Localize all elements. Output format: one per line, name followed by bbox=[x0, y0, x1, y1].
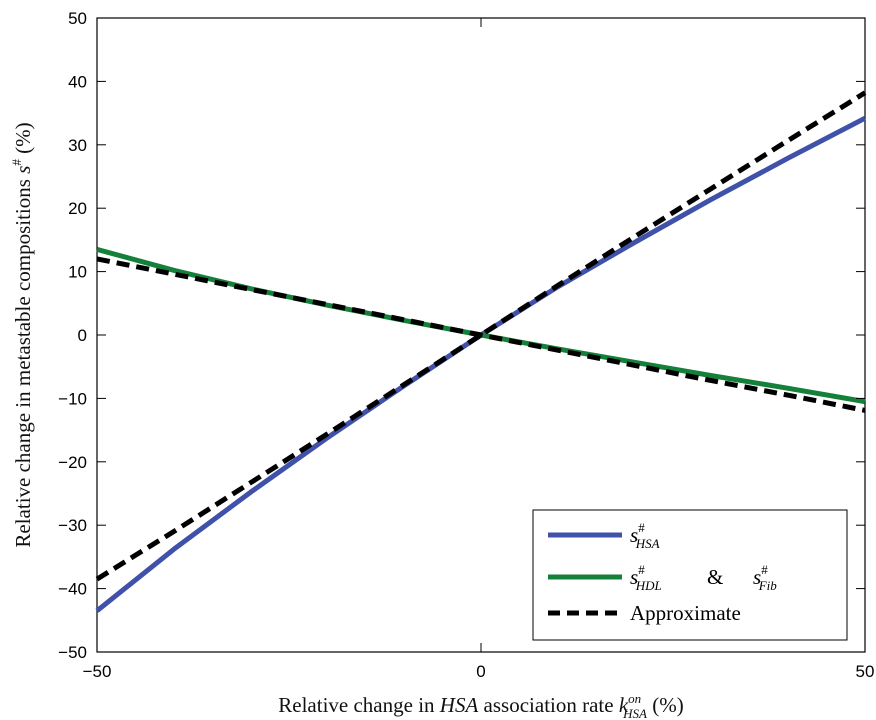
y-axis-title-superscript: # bbox=[9, 159, 24, 166]
legend-entry-hdl: s# HDL bbox=[630, 562, 662, 593]
y-axis-title-symbol: s bbox=[11, 166, 35, 174]
legend-fib-symbol: s bbox=[753, 565, 761, 589]
x-axis-title-superscript: on bbox=[628, 691, 641, 706]
y-tick-label: 50 bbox=[68, 9, 87, 28]
x-axis-title-symbol: k bbox=[619, 693, 629, 717]
legend-hsa-subscript: HSA bbox=[635, 536, 660, 551]
x-axis-title-prefix: Relative change in bbox=[278, 693, 440, 717]
y-tick-label: −30 bbox=[58, 516, 87, 535]
legend-hdl-symbol: s bbox=[630, 565, 638, 589]
x-axis-title-subscript: HSA bbox=[622, 706, 647, 720]
y-axis-title-prefix: Relative change in metastable compositio… bbox=[11, 174, 35, 548]
ticks-layer: −50 −40 −30 −20 −10 0 10 20 30 40 50 −50 0 50 bbox=[58, 9, 874, 681]
y-tick-label: 40 bbox=[68, 72, 87, 91]
legend-entry-hsa: s# HSA bbox=[630, 520, 660, 551]
y-tick-label: −40 bbox=[58, 580, 87, 599]
y-tick-label: 10 bbox=[68, 263, 87, 282]
x-axis-title-middle: association rate bbox=[478, 693, 619, 717]
legend-fib-subscript: Fib bbox=[758, 578, 778, 593]
y-tick-label: 20 bbox=[68, 199, 87, 218]
y-axis-title-suffix: (%) bbox=[11, 122, 35, 159]
legend-hdl-subscript: HDL bbox=[635, 578, 662, 593]
y-tick-label: 30 bbox=[68, 136, 87, 155]
x-axis-title-italic: HSA bbox=[439, 693, 479, 717]
y-tick-label: 0 bbox=[78, 326, 87, 345]
legend-entry-approximate: Approximate bbox=[630, 601, 741, 625]
legend: s# HSA s# HDL & s# Fib Approximate bbox=[532, 509, 848, 641]
y-tick-label: −20 bbox=[58, 453, 87, 472]
x-axis-title: Relative change in HSA association rate … bbox=[278, 691, 683, 720]
series-layer bbox=[95, 90, 867, 613]
y-axis-title: Relative change in metastable compositio… bbox=[9, 122, 35, 547]
x-tick-label: 50 bbox=[856, 662, 875, 681]
series-approximate-hdl-fib-line bbox=[96, 256, 866, 413]
legend-hdl-superscript: # bbox=[638, 562, 645, 577]
legend-entry-fib: s# Fib bbox=[753, 562, 777, 593]
y-tick-label: −50 bbox=[58, 643, 87, 662]
legend-fib-superscript: # bbox=[761, 562, 768, 577]
y-tick-label: −10 bbox=[58, 389, 87, 408]
x-tick-label: −50 bbox=[83, 662, 112, 681]
x-axis-title-suffix: (%) bbox=[647, 693, 684, 717]
series-approximate-hsa-line bbox=[95, 90, 867, 582]
legend-hsa-superscript: # bbox=[638, 520, 645, 535]
legend-ampersand: & bbox=[707, 565, 723, 589]
x-tick-label: 0 bbox=[476, 662, 485, 681]
legend-hsa-symbol: s bbox=[630, 523, 638, 547]
